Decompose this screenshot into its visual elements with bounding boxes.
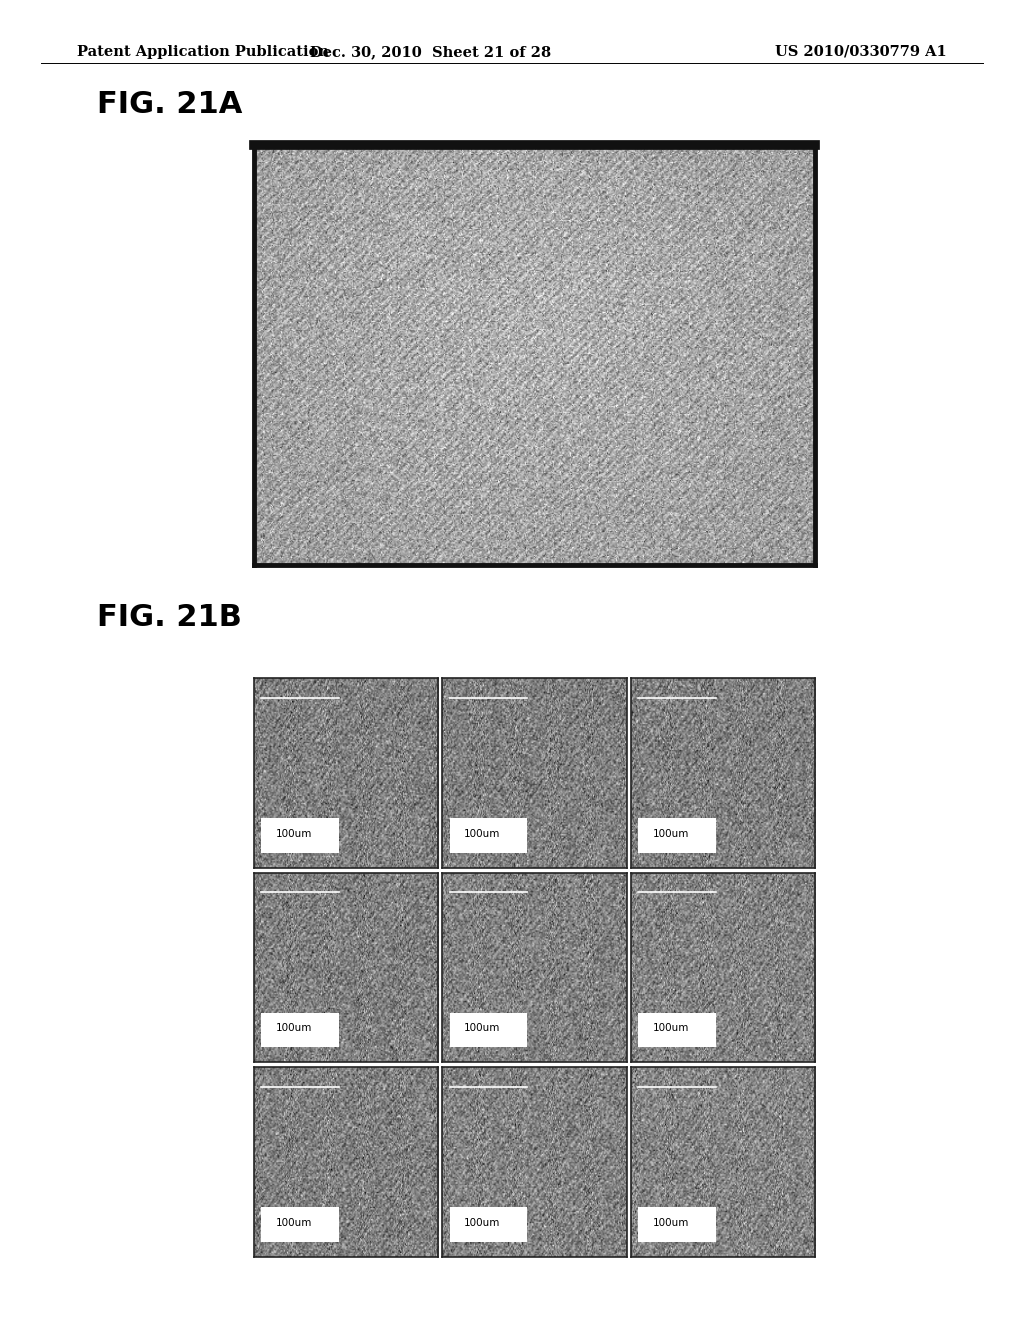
Text: 100um: 100um [464, 829, 501, 838]
Bar [638, 818, 716, 853]
Text: 100um: 100um [275, 1023, 312, 1034]
Bar [450, 818, 527, 853]
Text: 100um: 100um [652, 1218, 689, 1228]
Bar [638, 1012, 716, 1047]
Text: Dec. 30, 2010  Sheet 21 of 28: Dec. 30, 2010 Sheet 21 of 28 [309, 45, 551, 59]
Text: FIG. 21A: FIG. 21A [97, 90, 243, 119]
Text: 100um: 100um [652, 829, 689, 838]
Bar [261, 1012, 339, 1047]
Text: US 2010/0330779 A1: US 2010/0330779 A1 [775, 45, 947, 59]
Bar [450, 1208, 527, 1242]
Text: 100um: 100um [652, 1023, 689, 1034]
Text: 100um: 100um [275, 1218, 312, 1228]
Text: Patent Application Publication: Patent Application Publication [77, 45, 329, 59]
Text: 100um: 100um [464, 1218, 501, 1228]
Text: 100um: 100um [275, 829, 312, 838]
Bar [450, 1012, 527, 1047]
Bar [638, 1208, 716, 1242]
Bar [261, 1208, 339, 1242]
Text: FIG. 21B: FIG. 21B [97, 603, 242, 632]
Bar [261, 818, 339, 853]
Text: 100um: 100um [464, 1023, 501, 1034]
